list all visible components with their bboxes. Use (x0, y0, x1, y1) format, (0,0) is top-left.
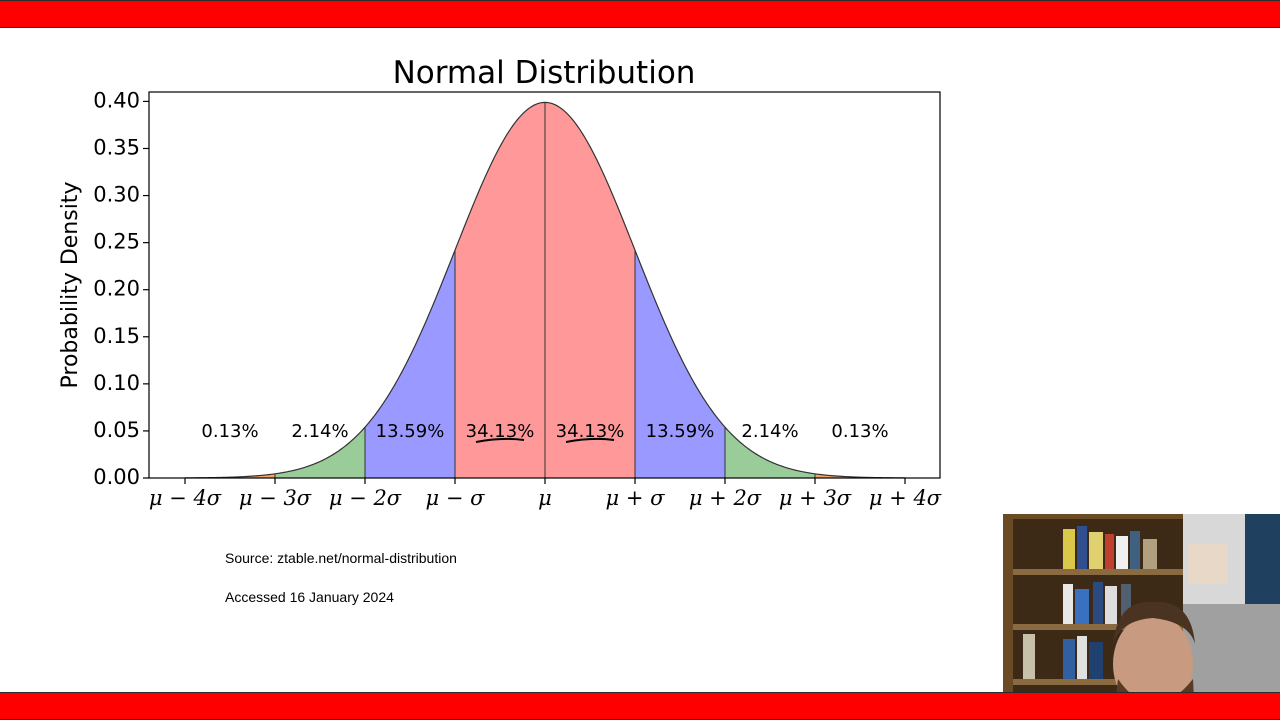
x-tick-label: μ + σ (606, 486, 666, 510)
x-tick-label: μ − σ (426, 486, 486, 510)
webcam-image (1003, 514, 1280, 720)
handwritten-underlines (475, 437, 615, 443)
x-tick-label: μ + 3σ (779, 486, 852, 510)
region-7 (815, 473, 905, 478)
y-tick-label: 0.40 (93, 88, 140, 112)
percent-label-7: 0.13% (831, 421, 888, 442)
underline-3 (475, 437, 525, 443)
top-red-bar (0, 0, 1280, 28)
x-tick-label: μ − 4σ (149, 486, 222, 510)
x-tick-label: μ − 3σ (239, 486, 312, 510)
y-tick-label: 0.05 (93, 418, 140, 442)
x-axis-ticks: μ − 4σ μ − 3σ μ − 2σ μ − σ μ μ + σ μ + 2σ μ + 3… (149, 478, 942, 510)
region-dividers (274, 102, 816, 478)
region-1 (275, 427, 365, 478)
accessed-text: Accessed 16 January 2024 (225, 589, 394, 605)
webcam-video (1003, 514, 1280, 720)
percent-labels: 0.13% 2.14% 13.59% 34.13% 34.13% 13.59% 2.14% 0… (201, 421, 888, 442)
y-tick-label: 0.35 (93, 135, 140, 159)
x-tick-label: μ + 2σ (689, 486, 762, 510)
source-text: Source: ztable.net/normal-distribution (225, 550, 457, 566)
chart-title: Normal Distribution (393, 55, 696, 91)
underline-4 (565, 437, 615, 443)
percent-label-3: 34.13% (466, 421, 535, 442)
y-tick-label: 0.25 (93, 230, 140, 254)
percent-label-1: 2.14% (291, 421, 348, 442)
y-axis-ticks: 0.00 0.05 0.10 0.15 0.20 0.25 0.30 0.35 0.40 (93, 88, 149, 489)
x-tick-label: μ − 2σ (329, 486, 402, 510)
percent-label-6: 2.14% (741, 421, 798, 442)
percent-label-2: 13.59% (376, 421, 445, 442)
y-tick-label: 0.00 (93, 465, 140, 489)
y-axis-label: Probability Density (58, 182, 83, 389)
region-3 (455, 102, 545, 478)
y-tick-label: 0.20 (93, 277, 140, 301)
bottom-red-bar (0, 692, 1280, 720)
region-4 (545, 102, 635, 478)
y-tick-label: 0.15 (93, 324, 140, 348)
y-tick-label: 0.10 (93, 371, 140, 395)
y-tick-label: 0.30 (93, 183, 140, 207)
percent-label-0: 0.13% (201, 421, 258, 442)
x-tick-label: μ (538, 486, 552, 510)
x-tick-label: μ + 4σ (869, 486, 942, 510)
region-0 (185, 473, 275, 478)
percent-label-4: 34.13% (556, 421, 625, 442)
density-curve (184, 101, 906, 479)
percent-label-5: 13.59% (646, 421, 715, 442)
region-6 (725, 427, 815, 478)
